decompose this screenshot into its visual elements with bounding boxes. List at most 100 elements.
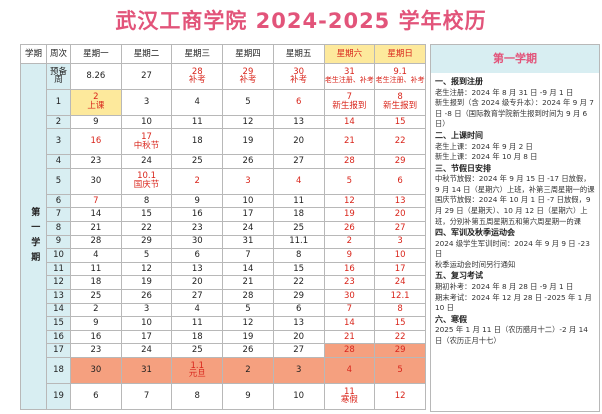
day-note: 上课 xyxy=(87,101,105,112)
day-number: 27 xyxy=(293,156,305,167)
day-cell: 9.1 老生注册、补考 xyxy=(374,63,426,90)
day-cell: 13 xyxy=(171,261,224,277)
day-number: 18 xyxy=(191,331,203,342)
day-cell: 22 xyxy=(272,275,325,290)
day-number: 3 xyxy=(245,175,251,186)
week-row: 17 23 24 25 26 27 28 29 xyxy=(21,343,426,359)
day-cell: 5 xyxy=(374,357,426,384)
day-cell: 1.1 元旦 xyxy=(171,357,224,384)
day-cell: 6 xyxy=(272,88,325,116)
day-cell: 25 xyxy=(70,288,122,304)
day-number: 18 xyxy=(293,209,305,220)
week-row: 11 11 12 13 14 15 16 17 xyxy=(21,261,426,277)
day-cell: 11 xyxy=(70,261,122,277)
day-cell: 27 xyxy=(272,154,325,169)
day-note: 补考 xyxy=(290,75,308,86)
day-cell: 25 xyxy=(171,343,224,359)
day-cell: 2 xyxy=(70,302,122,318)
day-number: 9.1 xyxy=(393,67,407,78)
day-cell: 10.1 国庆节 xyxy=(120,167,173,195)
day-number: 29 xyxy=(394,345,406,356)
day-cell: 21 xyxy=(323,128,376,156)
day-number: 17 xyxy=(141,131,152,142)
day-number: 19 xyxy=(242,331,254,342)
day-cell: 24 xyxy=(374,275,426,290)
week-number: 12 xyxy=(46,275,71,290)
day-cell: 28 补考 xyxy=(171,63,224,90)
day-cell: 29 补考 xyxy=(222,63,274,90)
day-number: 10.1 xyxy=(137,171,157,182)
day-number: 22 xyxy=(141,222,152,233)
day-number: 31 xyxy=(242,236,254,247)
day-number: 15 xyxy=(394,318,406,329)
day-number: 12 xyxy=(343,195,355,206)
day-header-fri: 星期五 xyxy=(272,44,325,64)
week-number: 1 xyxy=(46,88,71,116)
day-number: 10 xyxy=(293,390,305,401)
week-row: 8 21 22 23 24 25 26 27 xyxy=(21,220,426,236)
week-row: 4 23 24 25 26 27 28 29 xyxy=(21,154,426,169)
day-number: 7 xyxy=(245,250,251,260)
day-cell: 31 xyxy=(222,234,274,250)
day-cell: 5 xyxy=(222,88,274,116)
day-cell: 2 上课 xyxy=(70,88,122,116)
day-number: 28 xyxy=(343,345,355,356)
day-cell: 30 xyxy=(70,167,122,195)
day-cell: 28 xyxy=(323,343,376,359)
day-number: 29 xyxy=(293,290,305,301)
day-cell: 17 xyxy=(374,261,426,277)
day-number: 8 xyxy=(143,195,150,206)
day-cell: 29 xyxy=(120,234,173,250)
day-number: 15 xyxy=(293,263,305,274)
section-heading: 二、上课时间 xyxy=(435,130,483,140)
day-number: 18 xyxy=(90,277,102,288)
day-cell: 7 新生报到 xyxy=(323,88,376,116)
day-cell: 18 xyxy=(171,128,224,156)
day-number: 31 xyxy=(343,67,355,78)
day-cell: 27 xyxy=(120,63,173,90)
day-cell: 30 补考 xyxy=(272,63,325,90)
day-number: 2 xyxy=(194,175,200,186)
day-cell: 17 xyxy=(222,207,274,222)
week-number: 14 xyxy=(46,302,71,318)
day-cell: 9 xyxy=(323,248,376,263)
day-cell: 16 xyxy=(323,261,376,277)
day-number: 28 xyxy=(242,290,254,301)
section-heading: 四、军训及秋季运动会 xyxy=(435,228,515,238)
day-number: 3 xyxy=(143,96,150,107)
day-note: 补考 xyxy=(239,75,257,86)
week-number: 13 xyxy=(46,288,71,304)
day-number: 3 xyxy=(295,365,302,375)
day-cell: 12 xyxy=(222,316,274,331)
day-note: 元旦 xyxy=(188,369,206,380)
day-cell: 8 xyxy=(374,302,426,318)
day-cell: 27 xyxy=(171,288,224,304)
day-cell: 18 xyxy=(171,329,224,345)
day-number: 30 xyxy=(293,66,305,77)
section-heading: 一、报到注册 xyxy=(435,77,483,86)
day-number: 9 xyxy=(346,250,353,260)
day-cell: 23 xyxy=(171,220,224,236)
day-number: 19 xyxy=(141,277,152,288)
day-number: 9 xyxy=(93,116,99,127)
panel-body: 一、报到注册 老生注册：2024 年 8 月 31 日 -9 月 1 日新生报到（… xyxy=(431,73,599,347)
day-number: 3 xyxy=(397,236,403,247)
day-cell: 7 xyxy=(70,193,122,209)
day-number: 13 xyxy=(394,195,406,206)
day-number: 20 xyxy=(293,331,305,342)
day-cell: 19 xyxy=(120,275,173,290)
day-cell: 7 xyxy=(120,382,173,411)
day-number: 6 xyxy=(93,390,99,401)
section-heading: 六、寒假 xyxy=(435,314,467,324)
day-cell: 3 xyxy=(120,88,173,116)
day-cell: 16 xyxy=(70,128,122,156)
week-number: 8 xyxy=(46,220,71,236)
day-number: 26 xyxy=(141,290,152,301)
day-cell: 28 xyxy=(70,234,122,250)
section-line: 期初补考：2024 年 8 月 28 日 -9 月 1 日 xyxy=(435,282,574,292)
day-cell: 8 xyxy=(120,193,173,209)
day-cell: 22 xyxy=(374,128,426,156)
panel-title: 第一学期 xyxy=(431,45,599,73)
day-cell: 20 xyxy=(374,207,426,222)
week-row: 第一学期 预备周 8.26 27 28 补考 29 补考 30 补考 31 老生注册、补考 9.1 老生注… xyxy=(20,63,426,410)
